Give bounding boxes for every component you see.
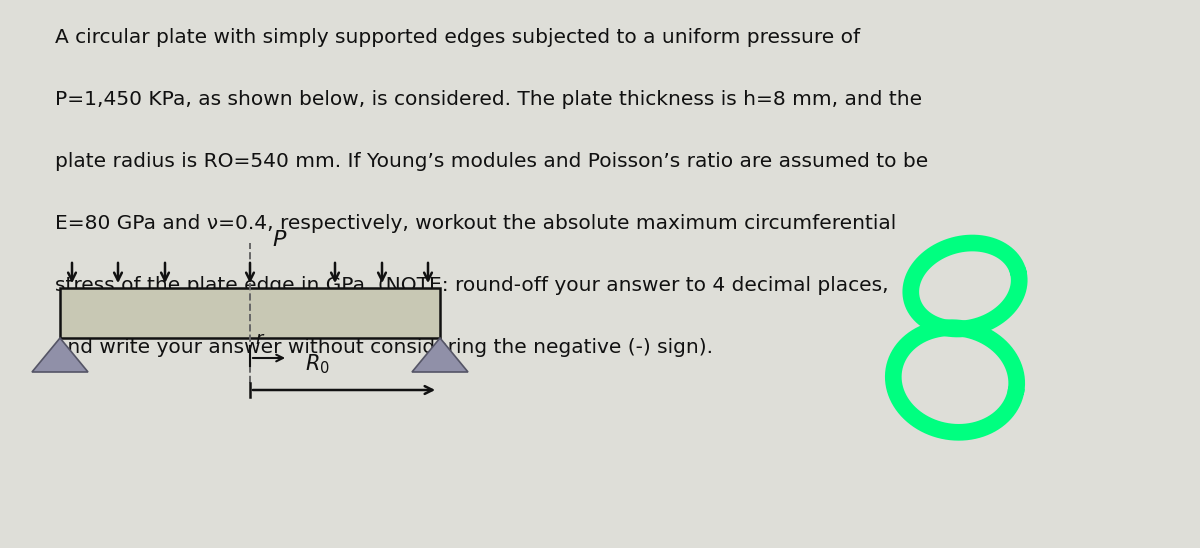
- Text: E=80 GPa and ν=0.4, respectively, workout the absolute maximum circumferential: E=80 GPa and ν=0.4, respectively, workou…: [55, 214, 896, 233]
- Text: P=1,450 KPa, as shown below, is considered. The plate thickness is h=8 mm, and t: P=1,450 KPa, as shown below, is consider…: [55, 90, 922, 109]
- Text: A circular plate with simply supported edges subjected to a uniform pressure of: A circular plate with simply supported e…: [55, 28, 860, 47]
- Bar: [60, 288, 440, 338]
- Text: P: P: [272, 230, 286, 250]
- Text: $R_0$: $R_0$: [305, 352, 330, 376]
- Text: stress of the plate edge in GPa. (NOTE: round-off your answer to 4 decimal place: stress of the plate edge in GPa. (NOTE: …: [55, 276, 889, 295]
- Text: plate radius is RO=540 mm. If Young’s modules and Poisson’s ratio are assumed to: plate radius is RO=540 mm. If Young’s mo…: [55, 152, 929, 171]
- Polygon shape: [32, 338, 88, 372]
- Text: r: r: [254, 330, 263, 348]
- Text: and write your answer without considering the negative (-) sign).: and write your answer without considerin…: [55, 338, 713, 357]
- Polygon shape: [412, 338, 468, 372]
